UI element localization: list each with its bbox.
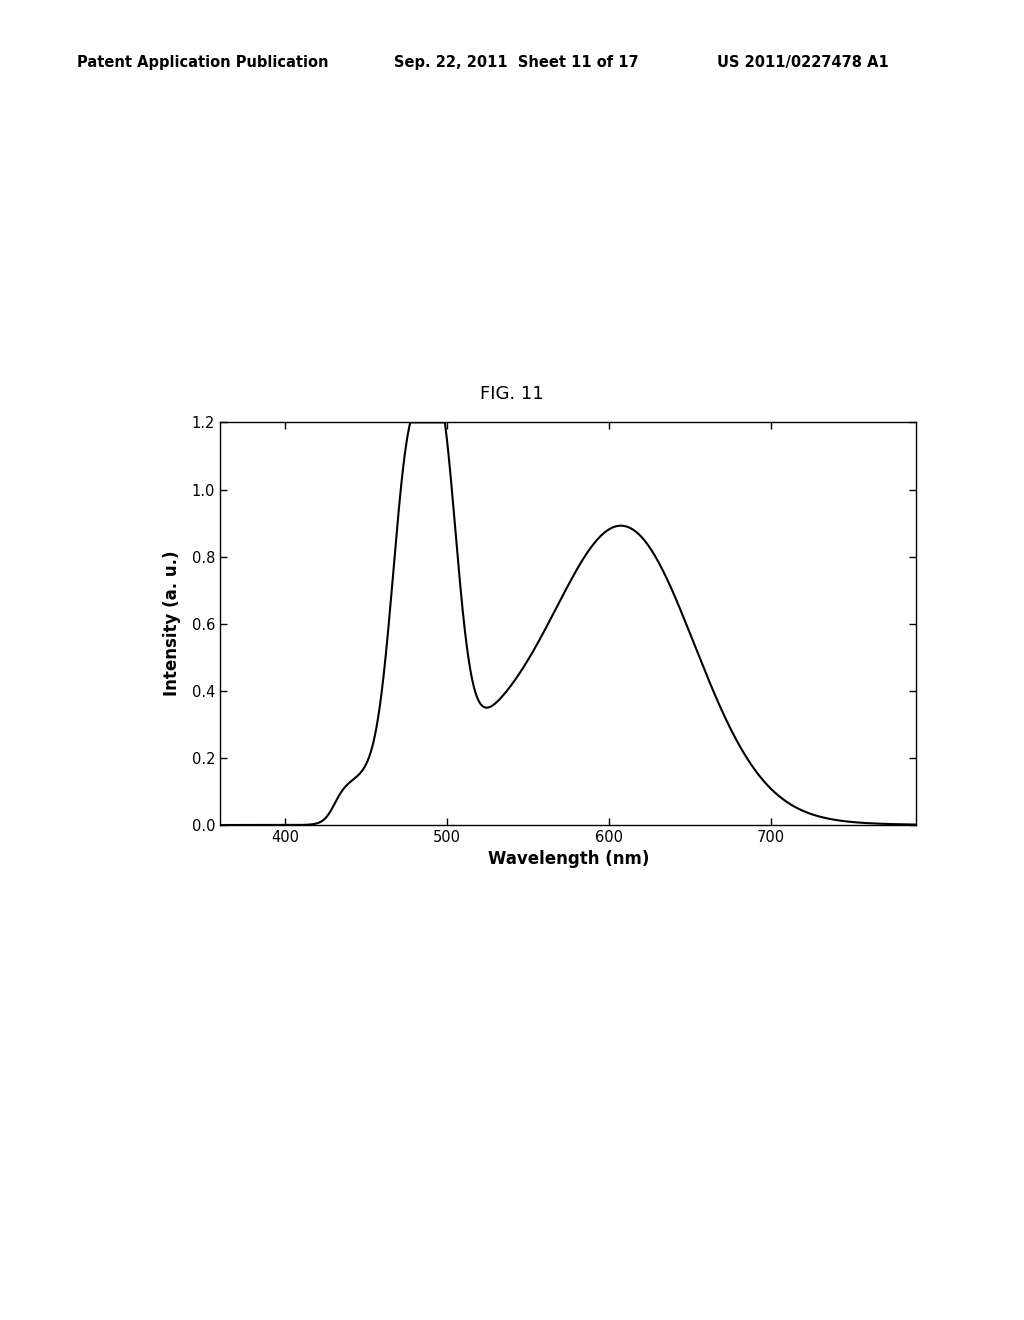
Text: US 2011/0227478 A1: US 2011/0227478 A1 <box>717 55 889 70</box>
Text: Patent Application Publication: Patent Application Publication <box>77 55 329 70</box>
X-axis label: Wavelength (nm): Wavelength (nm) <box>487 850 649 869</box>
Text: FIG. 11: FIG. 11 <box>480 384 544 403</box>
Text: Sep. 22, 2011  Sheet 11 of 17: Sep. 22, 2011 Sheet 11 of 17 <box>394 55 639 70</box>
Y-axis label: Intensity (a. u.): Intensity (a. u.) <box>163 550 180 697</box>
